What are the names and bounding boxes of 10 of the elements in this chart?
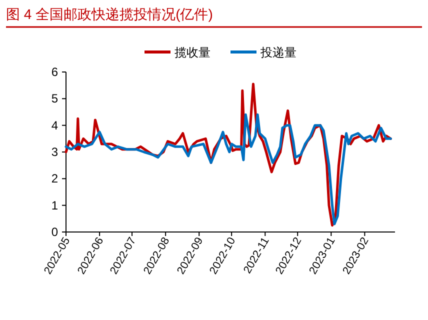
legend-label: 揽收量 [174,46,210,60]
legend-label: 投递量 [260,46,296,60]
chart-title: 图 4 全国邮政快递揽投情况(亿件) [6,6,213,22]
y-tick-label: 5 [51,92,58,106]
y-tick-label: 6 [51,65,58,79]
y-tick-label: 3 [51,145,58,159]
y-tick-label: 1 [51,198,58,212]
y-tick-label: 4 [51,118,58,132]
y-tick-label: 2 [51,172,58,186]
y-tick-label: 0 [51,225,58,239]
